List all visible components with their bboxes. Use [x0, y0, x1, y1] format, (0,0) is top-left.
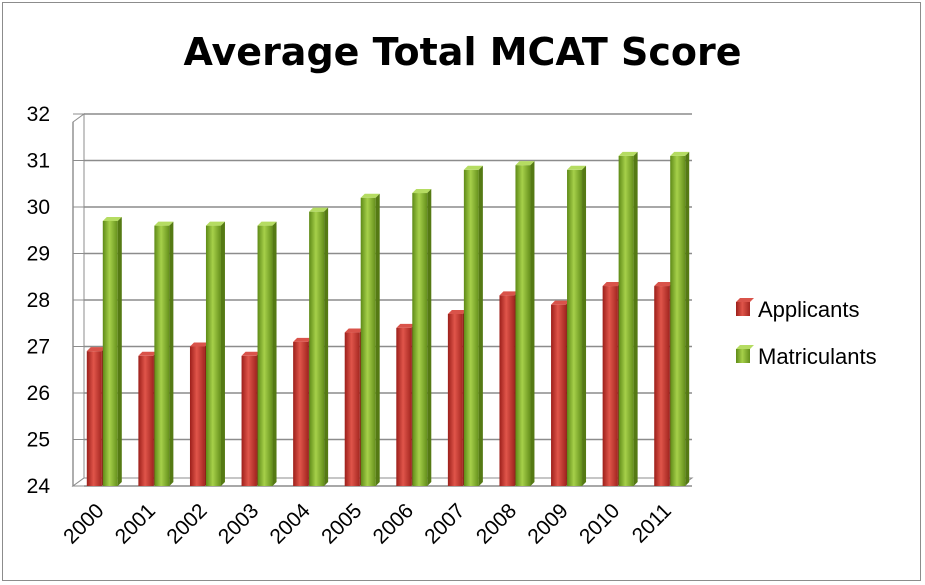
bar-side-matriculants	[530, 161, 535, 486]
bar-cap-matriculants	[670, 151, 690, 156]
bar-cap-applicants	[654, 282, 674, 287]
bar-matriculants	[463, 169, 479, 487]
bar-side-matriculants	[582, 165, 587, 487]
bar-applicants	[447, 313, 463, 486]
y-tick-label: 26	[27, 382, 50, 405]
y-tick-label: 30	[27, 196, 50, 219]
x-tick-label: 2000	[59, 499, 108, 548]
bar-cap-matriculants	[102, 216, 122, 221]
x-tick-label: 2011	[628, 499, 676, 547]
bar-cap-applicants	[241, 351, 261, 356]
bar-cap-applicants	[344, 328, 364, 333]
bar-applicants	[396, 327, 412, 486]
bar-matriculants	[154, 225, 170, 486]
x-tick-label: 2005	[317, 499, 366, 548]
bar-cap-matriculants	[154, 221, 174, 226]
bar-applicants	[138, 355, 154, 486]
bar-side-matriculants	[169, 221, 174, 486]
bar-cap-applicants	[499, 291, 519, 296]
bar-matriculants	[257, 225, 273, 486]
bar-applicants	[344, 332, 360, 486]
y-tick-label: 24	[27, 475, 51, 498]
x-tick-label: 2007	[420, 499, 469, 548]
y-tick-label: 27	[27, 336, 50, 359]
bar-cap-matriculants	[257, 221, 277, 226]
x-tick-label: 2002	[162, 499, 211, 548]
bar-cap-matriculants	[360, 193, 380, 198]
bar-cap-matriculants	[618, 151, 638, 156]
bar-side-matriculants	[272, 221, 277, 486]
bar-matriculants	[205, 225, 221, 486]
bar-side-matriculants	[685, 151, 690, 486]
bar-side-matriculants	[427, 189, 432, 487]
bar-applicants	[293, 341, 309, 486]
y-tick-label: 25	[27, 429, 50, 452]
bar-cap-matriculants	[309, 207, 329, 212]
bar-cap-matriculants	[205, 221, 225, 226]
bar-cap-applicants	[602, 282, 622, 287]
bar-cap-applicants	[138, 351, 158, 356]
legend-swatch-applicants	[736, 302, 750, 316]
bar-cap-applicants	[396, 323, 416, 328]
bar-matriculants	[412, 193, 428, 487]
x-tick-label: 2003	[214, 499, 263, 548]
chart-title: Average Total MCAT Score	[183, 30, 742, 74]
bar-matriculants	[309, 211, 325, 486]
bar-side-matriculants	[117, 216, 122, 486]
legend-label-matriculants: Matriculants	[758, 344, 877, 369]
bar-applicants	[499, 295, 515, 486]
bar-matriculants	[670, 155, 686, 486]
y-tick-label: 31	[27, 150, 50, 173]
bar-side-matriculants	[478, 165, 483, 487]
bar-applicants	[551, 304, 567, 486]
x-tick-label: 2008	[472, 499, 521, 548]
bar-cap-applicants	[189, 342, 209, 347]
bar-cap-applicants	[551, 300, 571, 305]
bar-matriculants	[567, 169, 583, 487]
bar-matriculants	[102, 220, 118, 486]
legend-label-applicants: Applicants	[758, 297, 860, 322]
bar-side-matriculants	[375, 193, 380, 486]
bar-applicants	[654, 286, 670, 486]
bar-applicants	[602, 286, 618, 486]
legend-swatch-cap	[736, 298, 754, 302]
x-tick-label: 2001	[111, 499, 160, 548]
bar-matriculants	[360, 197, 376, 486]
bar-applicants	[86, 351, 102, 486]
bar-cap-matriculants	[412, 189, 432, 194]
legend-swatch-cap	[736, 345, 754, 349]
bar-cap-matriculants	[515, 161, 535, 166]
y-tick-label: 29	[27, 243, 50, 266]
bar-applicants	[189, 346, 205, 486]
bar-cap-applicants	[447, 309, 467, 314]
bar-cap-applicants	[293, 337, 313, 342]
bar-matriculants	[515, 165, 531, 486]
y-tick-label: 28	[27, 289, 50, 312]
bar-cap-matriculants	[567, 165, 587, 170]
bar-cap-applicants	[86, 347, 106, 352]
legend-swatch-matriculants	[736, 349, 750, 363]
x-tick-label: 2004	[266, 499, 316, 549]
y-tick-label: 32	[27, 103, 50, 126]
x-tick-label: 2006	[369, 499, 418, 548]
bar-matriculants	[618, 155, 634, 486]
x-tick-label: 2010	[575, 499, 624, 548]
bar-side-matriculants	[324, 207, 329, 486]
bar-side-matriculants	[633, 151, 638, 486]
x-tick-label: 2009	[523, 499, 572, 548]
bar-applicants	[241, 355, 257, 486]
bar-side-matriculants	[220, 221, 225, 486]
bar-cap-matriculants	[463, 165, 483, 170]
